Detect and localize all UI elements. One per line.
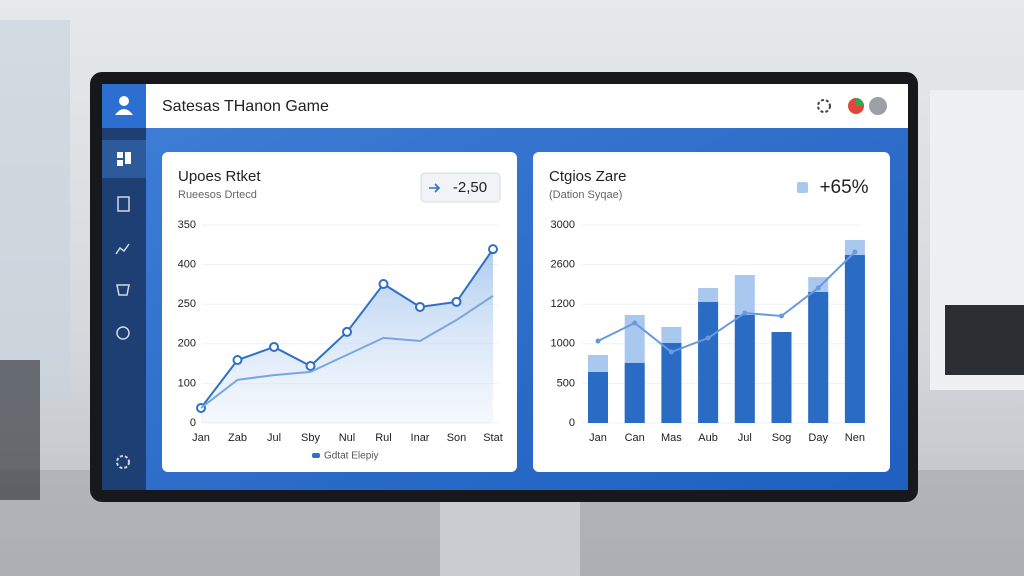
user-icon bbox=[119, 96, 129, 106]
x-tick-label: Stat bbox=[483, 432, 503, 444]
y-tick-label: 1000 bbox=[551, 338, 575, 350]
marker bbox=[705, 335, 711, 341]
nav-icon[interactable] bbox=[117, 152, 123, 158]
x-tick-label: Jul bbox=[267, 432, 281, 444]
bar bbox=[698, 301, 719, 423]
window bbox=[0, 20, 70, 400]
x-tick-label: Can bbox=[625, 432, 645, 444]
nav-icon[interactable] bbox=[116, 326, 130, 340]
chair bbox=[0, 360, 40, 500]
header-bar bbox=[146, 84, 908, 128]
avatar[interactable] bbox=[869, 97, 887, 115]
line bbox=[597, 251, 856, 354]
marker bbox=[632, 320, 638, 326]
marker bbox=[378, 279, 389, 290]
marker bbox=[779, 313, 784, 319]
y-tick-label: 250 bbox=[178, 298, 196, 310]
card-title: Upoes Rtket bbox=[178, 168, 261, 185]
y-tick-label: 3000 bbox=[551, 219, 575, 231]
settings-icon[interactable] bbox=[116, 455, 130, 469]
marker bbox=[852, 249, 858, 255]
y-tick-label: 2600 bbox=[551, 259, 575, 271]
x-tick-label: Mas bbox=[661, 432, 682, 444]
x-tick-label: Aub bbox=[698, 432, 718, 444]
monitor-stand bbox=[440, 495, 580, 576]
x-tick-label: Zab bbox=[228, 432, 247, 444]
x-tick-label: Jan bbox=[192, 432, 210, 444]
y-tick-label: 0 bbox=[569, 417, 575, 429]
badge-text: -2,50 bbox=[453, 179, 487, 196]
bar bbox=[844, 255, 865, 423]
x-tick-label: Sog bbox=[772, 432, 792, 444]
marker bbox=[305, 360, 316, 371]
marker bbox=[488, 244, 498, 255]
marker bbox=[451, 296, 462, 307]
gear-icon[interactable] bbox=[817, 99, 831, 113]
x-tick-label: Jan bbox=[589, 432, 607, 444]
x-tick-label: Son bbox=[447, 432, 467, 444]
card-subtitle: (Dation Syqae) bbox=[549, 189, 622, 201]
x-tick-label: Inar bbox=[411, 432, 430, 444]
y-tick-label: 350 bbox=[178, 219, 196, 231]
y-tick-label: 400 bbox=[178, 259, 196, 271]
nav-icon[interactable] bbox=[125, 152, 131, 164]
nav-icon[interactable] bbox=[116, 284, 130, 296]
marker bbox=[815, 285, 821, 291]
app-icon bbox=[856, 98, 864, 106]
x-tick-label: Rul bbox=[375, 432, 392, 444]
card-title: Ctgios Zare bbox=[549, 168, 627, 185]
bar bbox=[661, 343, 682, 423]
marker bbox=[269, 341, 279, 352]
back-monitor bbox=[945, 305, 1024, 375]
y-tick-label: 100 bbox=[178, 377, 196, 389]
x-tick-label: Nul bbox=[339, 432, 356, 444]
card-subtitle: Rueesos Drtecd bbox=[178, 189, 257, 201]
bar bbox=[624, 362, 645, 423]
bar bbox=[588, 371, 608, 423]
line bbox=[200, 295, 494, 409]
app-title: Satesas THanon Game bbox=[162, 98, 329, 115]
badge-text: +65% bbox=[819, 177, 868, 198]
y-tick-label: 1200 bbox=[551, 298, 575, 310]
sidebar bbox=[102, 128, 146, 490]
x-tick-label: Nen bbox=[845, 432, 865, 444]
nav-icon[interactable] bbox=[117, 196, 130, 212]
y-tick-label: 200 bbox=[178, 338, 196, 350]
nav-icon[interactable] bbox=[117, 160, 123, 166]
marker bbox=[668, 349, 674, 355]
sidebar-active[interactable] bbox=[102, 140, 146, 178]
x-tick-label: Sby bbox=[301, 432, 320, 444]
marker bbox=[232, 355, 243, 366]
y-tick-label: 0 bbox=[190, 417, 196, 429]
bar bbox=[771, 331, 792, 423]
marker bbox=[742, 310, 748, 316]
legend-label: Gdtat Elepiy bbox=[324, 451, 378, 462]
marker bbox=[415, 301, 425, 312]
badge-square bbox=[797, 182, 808, 193]
legend-swatch bbox=[312, 453, 320, 458]
x-tick-label: Jul bbox=[738, 432, 752, 444]
y-tick-label: 500 bbox=[557, 377, 575, 389]
badge bbox=[420, 172, 501, 203]
marker bbox=[595, 338, 601, 344]
arrow-icon bbox=[429, 183, 441, 193]
marker bbox=[342, 326, 352, 337]
bar bbox=[734, 314, 755, 423]
nav-icon[interactable] bbox=[115, 243, 130, 255]
x-tick-label: Day bbox=[808, 432, 828, 444]
bar bbox=[808, 292, 829, 423]
user-icon bbox=[115, 109, 133, 115]
